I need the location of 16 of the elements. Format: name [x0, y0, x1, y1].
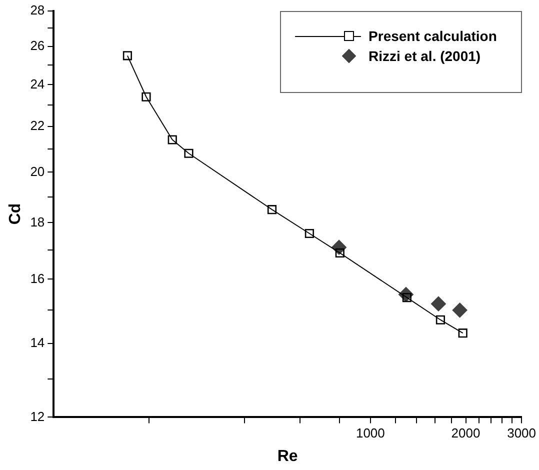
y-tick-label: 20 — [30, 164, 45, 179]
y-tick-label: 24 — [30, 76, 45, 92]
x-tick-label: 1000 — [356, 426, 385, 441]
y-tick-label: 14 — [30, 334, 45, 350]
legend-label: Rizzi et al. (2001) — [368, 48, 481, 64]
y-tick-label: 18 — [30, 214, 45, 230]
x-axis-title: Re — [277, 448, 298, 465]
x-tick-label: 3000 — [507, 426, 536, 441]
legend-label: Present calculation — [368, 28, 497, 44]
y-tick-label: 12 — [30, 408, 45, 424]
x-tick-label: 2000 — [451, 426, 480, 441]
y-tick-label: 28 — [30, 2, 45, 18]
y-tick-label: 26 — [30, 38, 45, 53]
y-axis-title: Cd — [7, 203, 24, 225]
y-tick-label: 22 — [30, 118, 45, 134]
y-tick-label: 16 — [30, 270, 45, 286]
